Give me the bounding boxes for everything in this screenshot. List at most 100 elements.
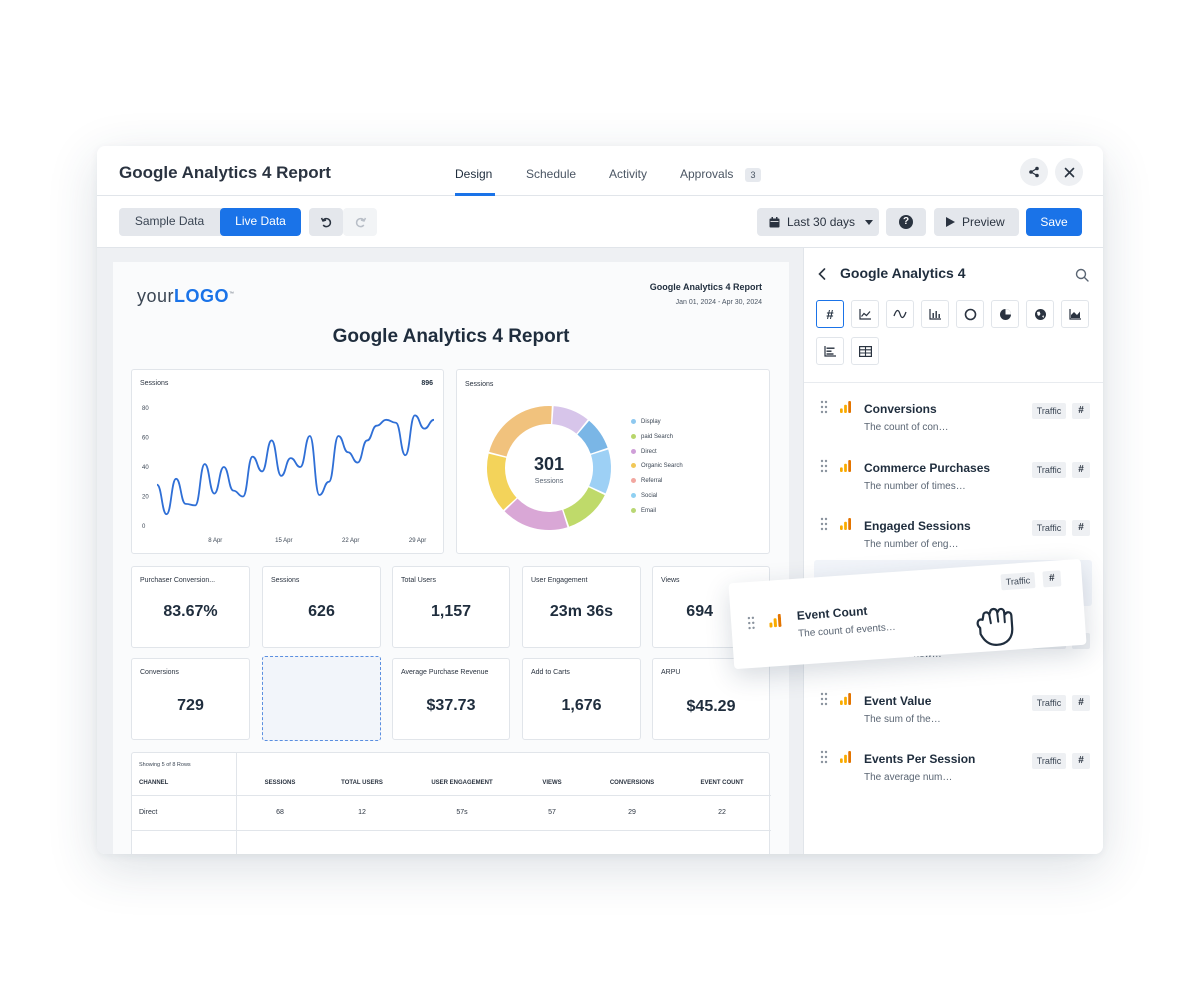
donut-slice[interactable] xyxy=(552,406,588,434)
save-button[interactable]: Save xyxy=(1026,208,1082,236)
sessions-donut-chart[interactable]: Sessions 301 Sessions Display paid Search… xyxy=(456,369,770,554)
channel-table[interactable]: Showing 5 of 8 Rows CHANNEL SESSIONS TOT… xyxy=(131,752,771,854)
scorecard-total-users[interactable]: Total Users 1,157 xyxy=(392,566,510,648)
table-header-cell[interactable]: EVENT COUNT xyxy=(700,780,744,786)
table-header-cell[interactable]: SESSIONS xyxy=(264,780,296,786)
undo-icon xyxy=(320,217,331,227)
metric-item[interactable]: Conversions The count of con… Traffic # xyxy=(804,400,1103,452)
scorecard-average-purchase-revenue[interactable]: Average Purchase Revenue $37.73 xyxy=(392,658,510,740)
drag-handle-icon[interactable] xyxy=(820,459,828,473)
metric-item[interactable]: Engaged Sessions The number of eng… Traffi… xyxy=(804,517,1103,569)
table-header-cell[interactable]: TOTAL USERS xyxy=(341,780,383,786)
legend-entry[interactable]: Referral xyxy=(631,478,662,484)
legend-swatch xyxy=(631,463,636,469)
preview-button[interactable]: Preview xyxy=(934,208,1019,236)
approvals-count-badge: 3 xyxy=(745,168,761,182)
preview-label: Preview xyxy=(962,215,1005,229)
table-column-divider xyxy=(236,753,237,854)
metric-item[interactable]: Events Per Session The average num… Traffi… xyxy=(804,750,1103,802)
help-button[interactable]: ? xyxy=(886,208,926,236)
globe-icon xyxy=(1034,308,1046,320)
report-main-title: Google Analytics 4 Report xyxy=(332,326,570,347)
report-header-title: Google Analytics 4 Report xyxy=(649,282,762,292)
donut-slice[interactable] xyxy=(589,449,611,494)
sessions-line-chart[interactable]: Sessions 896 80 60 40 20 0 8 Apr 15 Apr 22 Apr 2… xyxy=(131,369,444,554)
widget-type-map[interactable] xyxy=(1026,300,1054,328)
donut-slice[interactable] xyxy=(487,453,517,510)
tab-approvals[interactable]: Approvals xyxy=(680,167,734,181)
drop-zone-placeholder[interactable] xyxy=(262,656,381,741)
widget-type-horizontal-bar[interactable] xyxy=(816,337,844,365)
scorecard-conversions[interactable]: Conversions 729 xyxy=(131,658,250,740)
metric-type-chip: # xyxy=(1072,695,1090,711)
sample-data-button[interactable]: Sample Data xyxy=(134,214,205,228)
y-tick-label: 0 xyxy=(142,524,146,530)
scorecard-user-engagement[interactable]: User Engagement 23m 36s xyxy=(522,566,641,648)
undo-button[interactable] xyxy=(309,208,343,236)
share-button[interactable] xyxy=(1020,158,1048,186)
widget-type-pie[interactable] xyxy=(991,300,1019,328)
donut-slice[interactable] xyxy=(504,498,568,530)
pie-icon xyxy=(999,308,1011,320)
table-header-divider xyxy=(132,795,771,796)
legend-entry[interactable]: Email xyxy=(631,507,656,514)
tab-schedule[interactable]: Schedule xyxy=(526,167,577,181)
scorecard-arpu[interactable]: ARPU $45.29 xyxy=(652,658,770,740)
report-date-range: Jan 01, 2024 - Apr 30, 2024 xyxy=(675,299,762,306)
line-chart-plot: 80 60 40 20 0 8 Apr 15 Apr 22 Apr 29 Apr xyxy=(142,406,435,544)
metric-type-chip: # xyxy=(1072,462,1090,478)
sessions-series-line xyxy=(156,414,435,516)
legend-swatch xyxy=(631,507,636,513)
back-chevron-icon[interactable] xyxy=(818,268,826,280)
legend-entry[interactable]: Direct xyxy=(631,448,657,455)
report-editor-window: Google Analytics 4 Report Design Schedul… xyxy=(97,146,1103,854)
legend-entry[interactable]: Social xyxy=(631,493,657,499)
tab-activity[interactable]: Activity xyxy=(609,167,648,181)
widget-type-bar[interactable] xyxy=(921,300,949,328)
date-range-dropdown[interactable]: Last 30 days xyxy=(757,208,879,236)
tab-design[interactable]: Design xyxy=(455,167,493,181)
dragged-metric-card[interactable]: Event Count The count of events… Traffic… xyxy=(728,558,1087,670)
drag-handle-icon[interactable] xyxy=(820,517,828,531)
scorecard-purchaser-conversion[interactable]: Purchaser Conversion... 83.67% xyxy=(131,566,250,648)
legend-entry[interactable]: Display xyxy=(631,419,661,425)
widget-type-sparkline[interactable] xyxy=(886,300,914,328)
metric-name: Engaged Sessions xyxy=(864,519,971,533)
toolbar: Sample Data Live Data Last 30 days ? Pre… xyxy=(97,196,1103,248)
metric-category-chip: Traffic xyxy=(1032,753,1066,769)
data-mode-toggle: Sample Data Live Data xyxy=(119,208,301,236)
donut-slice[interactable] xyxy=(577,420,608,454)
table-header-cell[interactable]: USER ENGAGEMENT xyxy=(431,780,493,786)
legend-swatch xyxy=(631,419,636,424)
table-header-cell[interactable]: CHANNEL xyxy=(139,780,169,786)
drag-handle-icon[interactable] xyxy=(820,692,828,706)
redo-button[interactable] xyxy=(343,208,377,236)
table-header-cell[interactable]: CONVERSIONS xyxy=(609,780,655,786)
report-header-info: Google Analytics 4 Report Jan 01, 2024 -… xyxy=(650,282,762,306)
close-button[interactable] xyxy=(1055,158,1083,186)
legend-entry[interactable]: paid Search xyxy=(631,433,673,440)
metric-item[interactable]: Event Value The sum of the… Traffic # xyxy=(804,692,1103,744)
google-analytics-icon xyxy=(840,518,851,530)
drag-handle-icon[interactable] xyxy=(820,400,828,414)
scorecard-sessions[interactable]: Sessions 626 xyxy=(262,566,381,648)
search-icon[interactable] xyxy=(1075,268,1089,282)
legend-swatch xyxy=(631,433,636,439)
donut-slice[interactable] xyxy=(489,406,552,457)
drag-handle-icon[interactable] xyxy=(747,616,756,631)
metric-item[interactable]: Commerce Purchases The number of times… Tr… xyxy=(804,459,1103,511)
legend-label: Display xyxy=(641,419,661,426)
widget-type-number[interactable]: # xyxy=(816,300,844,328)
widget-type-table[interactable] xyxy=(851,337,879,365)
donut-slice[interactable] xyxy=(563,487,605,527)
widget-type-line[interactable] xyxy=(851,300,879,328)
drag-handle-icon[interactable] xyxy=(820,750,828,764)
legend-entry[interactable]: Organic Search xyxy=(631,463,683,469)
table-header-cell[interactable]: VIEWS xyxy=(542,780,562,786)
scorecard-add-to-carts[interactable]: Add to Carts 1,676 xyxy=(522,658,641,740)
metric-name: Event Value xyxy=(864,694,932,708)
widget-type-area[interactable] xyxy=(1061,300,1089,328)
scorecard-value: 1,676 xyxy=(561,697,602,714)
live-data-button[interactable]: Live Data xyxy=(220,208,301,236)
widget-type-donut[interactable] xyxy=(956,300,984,328)
